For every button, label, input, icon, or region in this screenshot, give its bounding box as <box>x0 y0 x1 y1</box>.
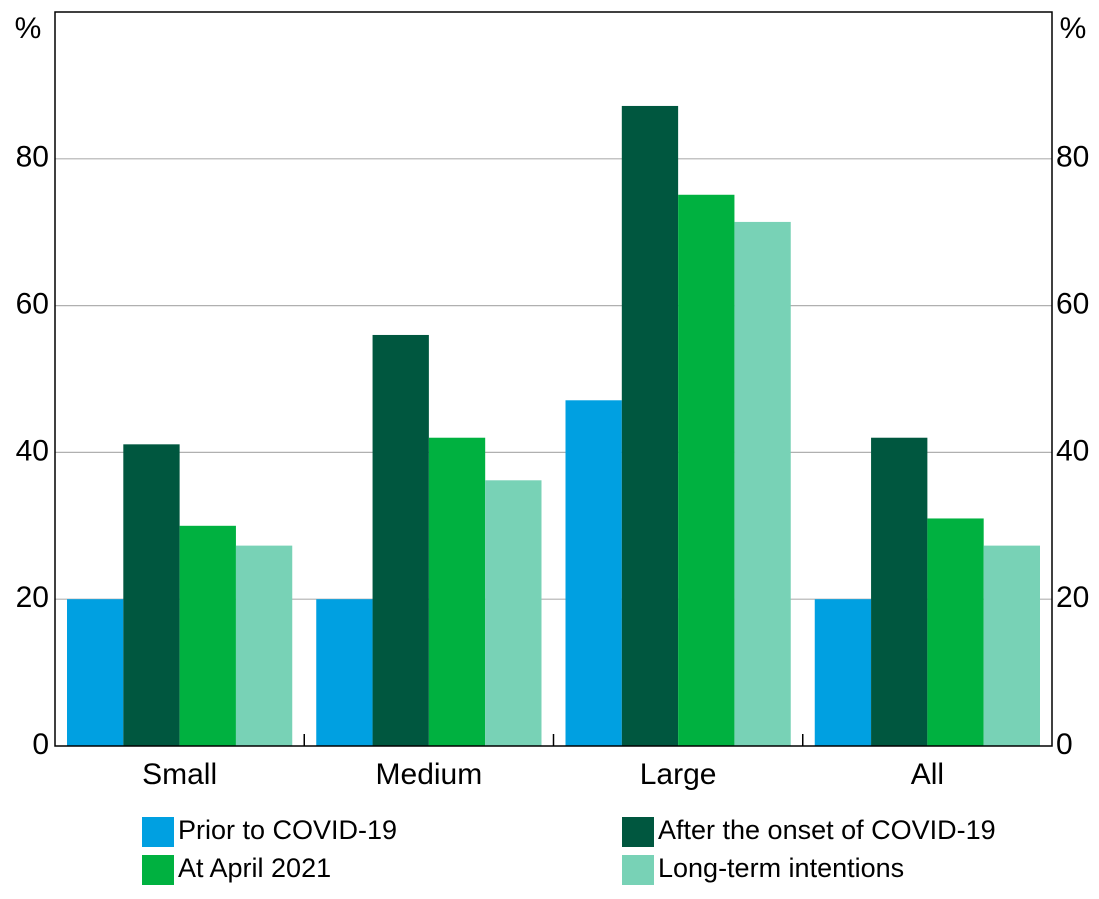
bar <box>67 599 124 746</box>
bar <box>372 334 429 746</box>
bar <box>814 599 872 746</box>
legend-swatch <box>142 855 174 885</box>
legend-label: Prior to COVID-19 <box>178 815 397 845</box>
legend-swatch <box>622 817 654 847</box>
x-tick-label: All <box>911 758 944 791</box>
legend-label: At April 2021 <box>178 853 331 883</box>
legend-label: Long-term intentions <box>658 853 904 883</box>
bar <box>428 437 486 746</box>
x-tick-label: Large <box>640 758 717 791</box>
y2-tick-label: 80 <box>1056 141 1089 174</box>
y2-tick-label: 40 <box>1056 434 1089 467</box>
bar <box>565 400 622 746</box>
bar <box>621 105 679 746</box>
legend-swatch <box>622 855 654 885</box>
x-tick-label: Small <box>142 758 217 791</box>
bar <box>927 518 984 746</box>
y-tick-label: 40 <box>16 434 49 467</box>
y2-tick-label: 20 <box>1056 581 1089 614</box>
bar <box>678 194 735 747</box>
bar <box>235 545 293 746</box>
bar <box>179 525 236 746</box>
y2-unit: % <box>1060 12 1087 45</box>
y-tick-label: 20 <box>16 581 49 614</box>
y-unit: % <box>15 12 42 45</box>
bar <box>123 444 180 746</box>
y2-tick-label: 0 <box>1056 728 1073 761</box>
legend-swatch <box>142 817 174 847</box>
bar <box>734 221 791 746</box>
y-tick-label: 0 <box>32 728 49 761</box>
bar <box>871 437 928 746</box>
x-tick-label: Medium <box>376 758 483 791</box>
y-tick-label: 80 <box>16 141 49 174</box>
bar <box>316 599 373 746</box>
bar <box>485 480 542 746</box>
y2-tick-label: 60 <box>1056 288 1089 321</box>
plot-frame <box>54 11 1053 747</box>
y-tick-label: 60 <box>16 288 49 321</box>
bar <box>983 545 1040 746</box>
legend-label: After the onset of COVID-19 <box>658 815 996 845</box>
